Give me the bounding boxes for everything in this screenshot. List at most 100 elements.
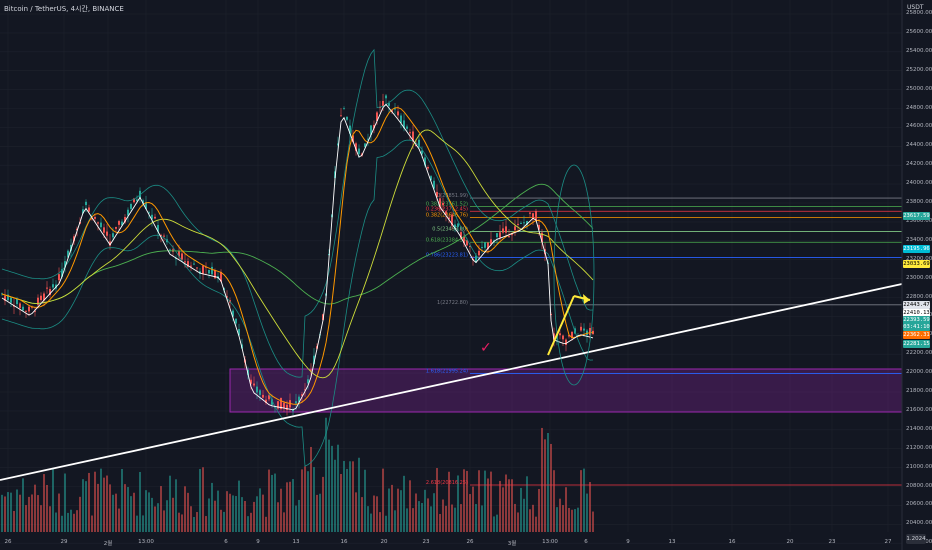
volume-bar <box>217 490 219 532</box>
volume-bar <box>319 493 321 532</box>
price-axis-label: 25400.00 <box>906 47 932 54</box>
volume-bar <box>562 505 564 532</box>
volume-bar <box>436 468 438 532</box>
candle-body <box>277 401 279 409</box>
candle-body <box>283 402 285 409</box>
volume-bar <box>442 499 444 532</box>
volume-bar <box>439 514 441 532</box>
candle-body <box>148 212 150 214</box>
price-tag: 23617.59 <box>903 212 930 220</box>
volume-bar <box>286 482 288 532</box>
candle-body <box>64 261 66 268</box>
price-axis-label: 21000.00 <box>906 463 932 470</box>
volume-bar <box>208 498 210 532</box>
candle-body <box>307 379 309 384</box>
candle-body <box>238 329 240 336</box>
scale-badge[interactable]: 1.2024 <box>906 534 926 544</box>
volume-bar <box>223 511 225 532</box>
volume-bar <box>16 489 18 532</box>
candle-body <box>178 251 180 257</box>
volume-bar <box>46 484 48 532</box>
volume-bar <box>514 503 516 532</box>
candle-body <box>460 232 462 239</box>
volume-bar <box>247 516 249 532</box>
time-axis-label: 16 <box>728 539 736 545</box>
bollinger-upper <box>1 48 594 378</box>
candle-body <box>43 293 45 301</box>
candle-body <box>562 335 564 340</box>
candle-body <box>301 394 303 396</box>
volume-bar <box>451 504 453 532</box>
price-axis-label: 25000.00 <box>906 85 932 92</box>
volume-bar <box>427 498 429 532</box>
yellow-arrow <box>547 294 591 356</box>
candle-body <box>427 166 429 169</box>
volume-bar <box>340 473 342 532</box>
candle-body <box>559 333 561 336</box>
fib-label: 0.382(23761.52) <box>426 202 468 208</box>
candle-body <box>130 203 132 209</box>
candle-body <box>184 261 186 263</box>
volume-bar <box>169 475 171 532</box>
volume-bar <box>97 483 99 532</box>
price-axis-label: 22200.00 <box>906 350 932 357</box>
candle-body <box>409 132 411 134</box>
volume-bar <box>100 468 102 532</box>
volume-bar <box>529 509 531 532</box>
time-axis-label: 26 <box>4 539 12 545</box>
volume-bar <box>535 516 537 532</box>
candle-body <box>592 330 594 335</box>
candle-body <box>94 216 96 219</box>
volume-bar <box>148 492 150 532</box>
volume-bar <box>532 504 534 532</box>
volume-bar <box>238 480 240 532</box>
volume-bar <box>544 439 546 532</box>
price-axis-label: 23000.00 <box>906 274 932 281</box>
volume-bar <box>211 482 213 532</box>
candle-body <box>91 218 93 220</box>
price-tag: 23195.96 <box>903 245 930 253</box>
volume-bar <box>226 491 228 532</box>
volume-bar <box>448 471 450 532</box>
candle-body <box>262 394 264 398</box>
candle-body <box>541 232 543 243</box>
symbol-title[interactable]: Bitcoin / TetherUS, 4시간, BINANCE <box>4 5 124 13</box>
candle-body <box>85 201 87 206</box>
candle-body <box>490 239 492 245</box>
price-axis-label: 25800.00 <box>906 10 932 16</box>
candle-body <box>304 389 306 391</box>
candle-body <box>514 226 516 231</box>
volume-bar <box>154 506 156 532</box>
time-axis-label: 13:00 <box>542 539 558 545</box>
volume-bar <box>343 460 345 532</box>
candle-body <box>58 274 60 281</box>
volume-bar <box>10 492 12 532</box>
candle-body <box>388 103 390 106</box>
candle-body <box>352 135 354 142</box>
volume-bar <box>106 475 108 532</box>
candle-body <box>430 176 432 181</box>
volume-bar <box>160 486 162 532</box>
volume-bar <box>559 498 561 532</box>
volume-bar <box>22 478 24 532</box>
volume-bar <box>364 469 366 532</box>
volume-bar <box>583 468 585 532</box>
volume-bar <box>64 473 66 532</box>
time-axis-label: 3월 <box>507 541 517 547</box>
price-axis-label: 20600.00 <box>906 501 932 508</box>
volume-bar <box>232 495 234 532</box>
candle-body <box>517 223 519 225</box>
candle-body <box>442 202 444 206</box>
volume-bar <box>310 446 312 532</box>
support-trendline <box>0 283 903 481</box>
volume-bar <box>463 469 465 532</box>
candle-body <box>136 199 138 202</box>
candle-body <box>154 216 156 219</box>
volume-bar <box>391 484 393 532</box>
volume-bars <box>1 417 594 532</box>
time-axis-label: 27 <box>884 539 892 545</box>
volume-bar <box>262 494 264 532</box>
candle-body <box>394 108 396 110</box>
volume-bar <box>289 481 291 532</box>
